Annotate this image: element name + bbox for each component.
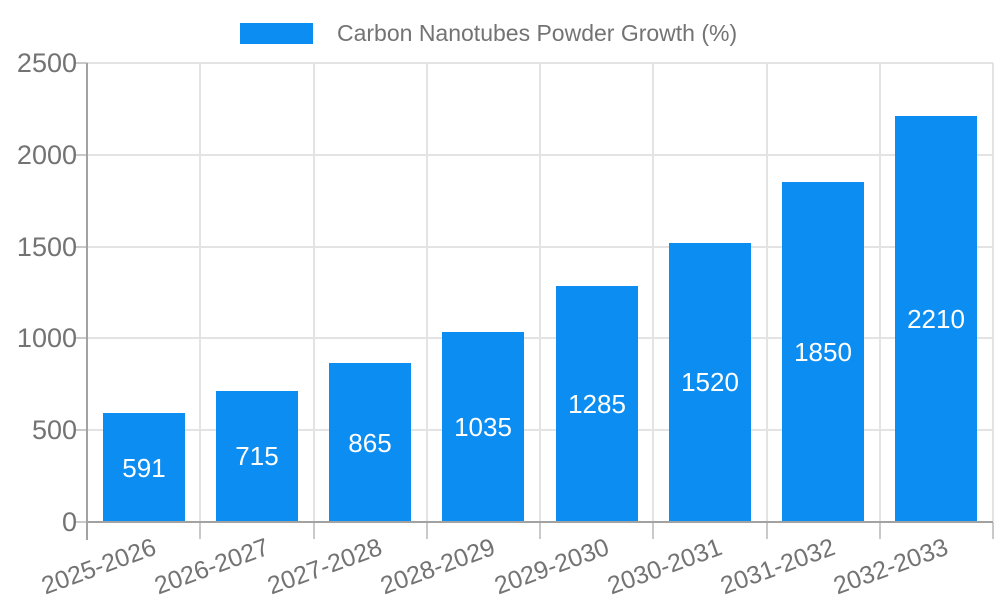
bar-value-label: 1285 xyxy=(568,389,626,419)
bar xyxy=(556,286,638,521)
y-gridline xyxy=(87,337,993,339)
y-tick-mark xyxy=(75,337,87,339)
x-gridline xyxy=(426,63,428,521)
x-axis-tick-label: 2025-2026 xyxy=(38,533,161,600)
y-axis-tick-label: 2500 xyxy=(16,48,77,78)
bar-value-label: 591 xyxy=(122,453,166,483)
legend-label: Carbon Nanotubes Powder Growth (%) xyxy=(337,19,738,46)
x-axis-tick-label: 2031-2032 xyxy=(717,533,840,600)
x-tick-mark xyxy=(199,522,201,539)
bar-value-label: 1850 xyxy=(794,337,852,367)
x-tick-mark xyxy=(313,522,315,539)
y-axis-tick-label: 1000 xyxy=(16,323,77,353)
x-gridline xyxy=(992,63,994,521)
bar xyxy=(442,332,524,521)
x-tick-mark xyxy=(992,522,994,539)
x-tick-mark xyxy=(539,522,541,539)
x-axis-tick-label: 2028-2029 xyxy=(377,533,500,600)
y-gridline xyxy=(87,154,993,156)
y-axis-tick-label: 2000 xyxy=(16,140,77,170)
bar xyxy=(895,116,977,521)
y-tick-mark xyxy=(75,429,87,431)
y-gridline xyxy=(87,246,993,248)
x-axis-tick-label: 2026-2027 xyxy=(151,533,274,600)
y-tick-mark xyxy=(75,62,87,64)
x-tick-mark xyxy=(766,522,768,539)
bar xyxy=(782,182,864,521)
y-gridline xyxy=(87,62,993,64)
x-axis-tick-label: 2032-2033 xyxy=(830,533,953,600)
x-tick-mark xyxy=(652,522,654,539)
x-gridline xyxy=(652,63,654,521)
bar-value-label: 865 xyxy=(348,428,392,458)
y-tick-mark xyxy=(75,246,87,248)
y-axis-tick-label: 500 xyxy=(31,415,77,445)
bar xyxy=(329,363,411,521)
y-tick-mark xyxy=(75,154,87,156)
bar-value-label: 1520 xyxy=(681,367,739,397)
x-gridline xyxy=(879,63,881,521)
x-gridline xyxy=(313,63,315,521)
y-tick-mark xyxy=(75,521,87,523)
y-axis-tick-label: 1500 xyxy=(16,232,77,262)
y-axis-tick-label: 0 xyxy=(61,507,77,537)
x-tick-mark xyxy=(879,522,881,539)
chart-legend[interactable]: Carbon Nanotubes Powder Growth (%) xyxy=(240,18,737,48)
x-gridline xyxy=(766,63,768,521)
x-gridline xyxy=(199,63,201,521)
x-axis-tick-label: 2029-2030 xyxy=(491,533,614,600)
bar-value-label: 715 xyxy=(235,441,279,471)
bar-value-label: 2210 xyxy=(907,304,965,334)
y-gridline xyxy=(87,429,993,431)
x-axis-tick-label: 2030-2031 xyxy=(604,533,727,600)
bar xyxy=(103,413,185,521)
bar xyxy=(216,391,298,521)
bar xyxy=(669,243,751,521)
legend-swatch-icon xyxy=(240,22,313,44)
x-axis-line xyxy=(86,521,993,523)
x-gridline xyxy=(539,63,541,521)
y-axis-line xyxy=(86,63,88,540)
bar-value-label: 1035 xyxy=(454,412,512,442)
x-tick-mark xyxy=(426,522,428,539)
x-axis-tick-label: 2027-2028 xyxy=(264,533,387,600)
